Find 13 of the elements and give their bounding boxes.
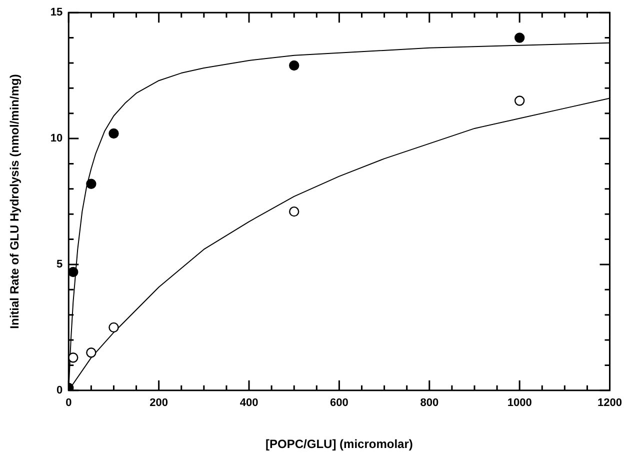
y-tick-label: 15 [50, 6, 63, 19]
y-tick-label: 5 [56, 258, 63, 270]
y-tick-label: 10 [50, 132, 63, 145]
x-tick-label: 400 [240, 397, 258, 410]
x-tick-label: 0 [66, 397, 72, 410]
x-tick-label: 200 [150, 397, 168, 410]
x-axis-title: [POPC/GLU] (micromolar) [266, 437, 413, 452]
x-tick-label: 800 [420, 397, 439, 410]
x-tick-label: 1200 [598, 397, 622, 410]
y-axis-title: Initial Rate of GLU Hydrolysis (nmol/min/mg) [8, 74, 22, 329]
y-tick-label: 0 [56, 384, 63, 396]
x-tick-label: 600 [330, 397, 348, 410]
x-tick-label: 1000 [507, 397, 532, 410]
